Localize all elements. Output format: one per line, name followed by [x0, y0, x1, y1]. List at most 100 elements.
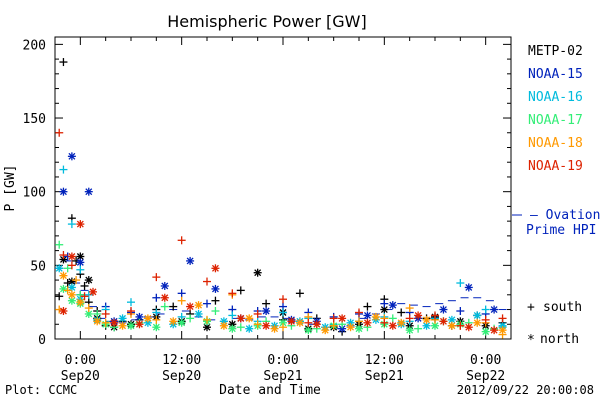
point-metp-02-north: [76, 252, 85, 261]
legend: METP-02 NOAA-15 NOAA-16 NOAA-17 NOAA-18 …: [512, 44, 600, 238]
y-axis: 0 50 100 150 200: [23, 38, 511, 348]
point-noaa-16-south: [456, 279, 465, 288]
point-noaa-19-south: [498, 314, 507, 323]
point-noaa-19-north: [490, 326, 499, 335]
point-noaa-16-south: [279, 308, 287, 317]
point-noaa-15-north: [84, 187, 93, 196]
point-noaa-19-south: [80, 292, 89, 301]
point-noaa-15-south: [380, 299, 389, 308]
point-noaa-18-north: [498, 326, 507, 335]
point-metp-02-south: [55, 292, 64, 301]
point-noaa-16-south: [84, 290, 93, 299]
point-noaa-16-north: [194, 309, 203, 318]
point-noaa-19-south: [55, 128, 64, 137]
point-noaa-16-south: [76, 265, 85, 274]
point-noaa-18-north: [219, 321, 228, 330]
point-noaa-18-south: [72, 276, 81, 285]
point-noaa-17-south: [211, 307, 220, 316]
point-metp-02-south: [363, 302, 372, 311]
point-noaa-19-south: [431, 311, 439, 320]
point-noaa-15-south: [203, 299, 211, 308]
point-noaa-16-north: [245, 324, 254, 333]
point-noaa-19-north: [59, 307, 68, 316]
point-noaa-19-south: [481, 315, 490, 324]
point-noaa-19-south: [380, 318, 389, 327]
point-noaa-15-north: [211, 284, 220, 293]
point-noaa-18-north: [473, 318, 482, 327]
point-noaa-18-north: [194, 301, 203, 310]
legend-metp02: METP-02: [528, 44, 583, 59]
point-noaa-18-north: [447, 321, 456, 330]
point-noaa-15-north: [490, 305, 499, 314]
point-noaa-17-south: [93, 309, 102, 318]
point-noaa-17-north: [177, 318, 186, 327]
x-tick-time: 12:00: [365, 353, 404, 368]
chart-title: Hemispheric Power [GW]: [167, 12, 366, 31]
point-noaa-15-north: [67, 152, 76, 161]
point-noaa-19-north: [186, 302, 195, 311]
point-noaa-16-south: [228, 311, 237, 320]
x-tick-date: Sep21: [263, 369, 302, 384]
point-noaa-19-north: [262, 321, 271, 330]
point-noaa-17-north: [127, 321, 135, 330]
point-noaa-15-south: [456, 307, 465, 316]
y-tick-label: 100: [23, 186, 46, 201]
point-noaa-19-north: [312, 320, 321, 329]
point-noaa-17-north: [228, 324, 237, 333]
point-noaa-16-south: [67, 220, 76, 229]
point-noaa-19-north: [464, 323, 473, 332]
point-noaa-17-north: [405, 326, 414, 335]
point-noaa-19-north: [388, 321, 397, 330]
point-noaa-18-north: [270, 324, 279, 333]
point-noaa-17-north: [304, 326, 313, 335]
point-noaa-18-south: [253, 320, 262, 329]
point-noaa-18-north: [93, 317, 102, 326]
point-noaa-19-north: [110, 318, 119, 327]
point-noaa-16-north: [55, 264, 64, 273]
point-noaa-19-north: [236, 314, 245, 323]
point-noaa-16-north: [473, 311, 482, 320]
point-noaa-19-south: [355, 308, 363, 317]
y-tick-label: 50: [30, 259, 46, 274]
point-metp-02-north: [203, 323, 211, 332]
point-noaa-19-north: [287, 317, 296, 326]
point-noaa-18-south: [405, 304, 414, 313]
point-noaa-18-south: [84, 304, 93, 313]
point-metp-02-south: [236, 286, 245, 295]
point-noaa-19-north: [363, 318, 372, 327]
legend-ovation-line2: Prime HPI: [526, 223, 596, 238]
point-noaa-18-north: [245, 314, 254, 323]
point-noaa-15-north: [439, 305, 448, 314]
point-metp-02-south: [169, 302, 178, 311]
point-noaa-19-south: [127, 307, 135, 316]
y-axis-label: P [GW]: [3, 165, 18, 212]
point-noaa-18-south: [203, 315, 211, 324]
point-noaa-18-north: [397, 318, 406, 327]
point-noaa-16-south: [481, 305, 490, 314]
point-noaa-18-north: [321, 326, 330, 335]
point-noaa-19-north: [414, 311, 423, 320]
point-noaa-18-north: [295, 318, 304, 327]
y-tick-label: 200: [23, 38, 46, 53]
point-noaa-18-south: [355, 317, 363, 326]
point-noaa-17-south: [388, 314, 397, 323]
point-noaa-17-south: [76, 290, 85, 299]
point-noaa-19-south: [177, 236, 186, 245]
point-noaa-16-north: [118, 314, 127, 323]
point-noaa-18-south: [101, 318, 110, 327]
point-noaa-17-south: [160, 302, 169, 311]
point-noaa-18-south: [63, 286, 72, 295]
plot-credit: Plot: CCMC: [5, 383, 77, 397]
x-tick-time: 0:00: [470, 353, 501, 368]
point-noaa-19-south: [253, 309, 262, 318]
point-noaa-19-south: [279, 295, 287, 304]
legend-noaa15: NOAA-15: [528, 67, 583, 82]
point-noaa-15-north: [76, 258, 85, 267]
x-tick-date: Sep22: [466, 369, 505, 384]
x-tick-time: 0:00: [267, 353, 298, 368]
point-noaa-19-north: [76, 220, 85, 229]
point-metp-02-south: [80, 281, 89, 290]
point-noaa-19-north: [160, 293, 169, 302]
point-noaa-18-south: [329, 321, 338, 330]
x-axis-label: Date and Time: [219, 383, 321, 398]
